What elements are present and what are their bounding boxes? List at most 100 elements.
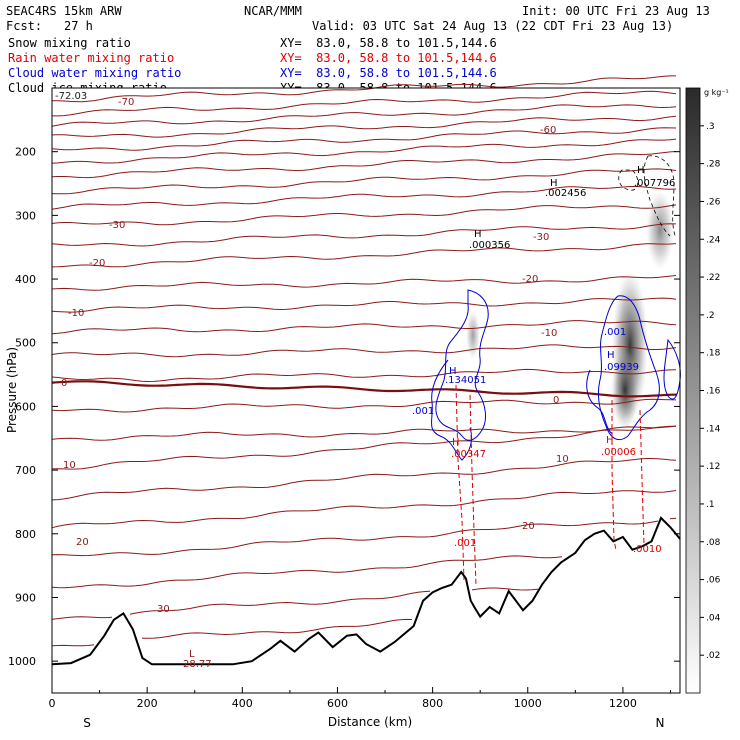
temperature-contour (51, 204, 677, 226)
y-tick-label: 500 (15, 337, 36, 350)
cloud-water-max-value: .09939 (604, 362, 639, 373)
snow-max-marker: H (550, 178, 558, 189)
colorbar-ramp (685, 87, 701, 694)
shading-blob (646, 190, 674, 270)
colorbar-tick-label: .04 (706, 613, 721, 623)
field-name-rain: Rain water mixing ratio (8, 51, 175, 65)
valid-time: Valid: 03 UTC Sat 24 Aug 13 (22 CDT Fri … (312, 19, 674, 33)
x-tick-label: 400 (232, 697, 253, 710)
rain-water-contour (469, 394, 477, 586)
colorbar-tick-label: .16 (706, 387, 721, 397)
temperature-contour (51, 243, 677, 268)
temperature-contour (51, 151, 677, 179)
snow-contour (643, 155, 677, 239)
terrain-profile (51, 516, 681, 666)
field-xy-cloud-water: XY= 83.0, 58.8 to 101.5,144.6 (280, 66, 497, 80)
colorbar-tick-label: .28 (706, 160, 721, 170)
temperature-contour (51, 458, 677, 501)
colorbar-tick-label: .18 (706, 349, 721, 359)
field-name-snow: Snow mixing ratio (8, 36, 131, 50)
snow-contour (618, 169, 639, 191)
temperature-contour (51, 555, 563, 589)
cloud-water-contour (597, 295, 660, 441)
x-axis-ticks: 0 200 400 600 800 1000 1200 (49, 687, 671, 710)
colorbar-tick-label: .2 (706, 311, 715, 321)
temp-label: 20 (522, 521, 535, 532)
y-tick-label: 900 (15, 591, 36, 604)
colorbar-tick-label: .1 (706, 500, 715, 510)
temp-label: -10 (541, 328, 557, 339)
cloud-water-label: .001 (604, 327, 626, 338)
temp-label: -30 (533, 232, 549, 243)
temperature-contour (52, 90, 677, 117)
x-tick-label: 800 (422, 697, 443, 710)
org-label: NCAR/MMM (244, 4, 302, 18)
temperature-contour (51, 618, 413, 647)
temperature-contour (51, 185, 677, 210)
cloud-water-contours (431, 289, 681, 461)
ice-max-marker: H (474, 229, 482, 240)
temperature-contour (51, 104, 677, 127)
x-axis-start-label: S (83, 716, 91, 730)
temp-label: 20 (76, 537, 89, 548)
colorbar-tick-label: .02 (706, 651, 720, 661)
rain-max-value: .00006 (601, 447, 636, 458)
colorbar-tick-label: .24 (706, 235, 721, 245)
temperature-contour (51, 275, 677, 291)
temperature-contour (51, 517, 677, 557)
temp-label: 0 (61, 378, 67, 389)
temperature-contour (52, 75, 676, 103)
axes (51, 87, 681, 694)
field-xy-rain: XY= 83.0, 58.8 to 101.5,144.6 (280, 51, 497, 65)
rain-water-contour (455, 384, 465, 581)
y-tick-label: 600 (15, 400, 36, 413)
temp-label: -70 (118, 97, 134, 108)
temperature-contour (51, 398, 677, 413)
terrain-line (51, 516, 681, 666)
forecast-label: Fcst: (6, 19, 43, 33)
rain-label: .001 (454, 538, 476, 549)
colorbar-tick-label: .14 (706, 424, 721, 434)
rain-water-contours (455, 384, 645, 586)
temperature-contour (51, 127, 677, 151)
rain-max-value: .00347 (451, 449, 486, 460)
y-axis-label: Pressure (hPa) (5, 347, 19, 433)
temperature-contour (51, 115, 677, 138)
cloud-water-contour (586, 369, 613, 435)
temp-min-marker: L (189, 649, 195, 660)
cloud-water-contour (663, 338, 681, 400)
temp-label: -20 (522, 274, 538, 285)
field-name-cloud-water: Cloud water mixing ratio (8, 66, 182, 80)
snow-contours (618, 155, 677, 239)
cloud-water-label: .001 (412, 406, 434, 417)
cloud-water-contour (431, 359, 473, 461)
colorbar-tick-label: .3 (706, 122, 715, 132)
temperature-contour (51, 297, 677, 313)
x-tick-label: 200 (137, 697, 158, 710)
temp-label: 0 (553, 395, 559, 406)
x-tick-label: 0 (49, 697, 56, 710)
temp-label: -30 (109, 220, 125, 231)
x-tick-label: 1200 (609, 697, 637, 710)
y-tick-label: 800 (15, 528, 36, 541)
rain-water-contour (639, 409, 645, 546)
snow-max-marker: H (637, 165, 645, 176)
temperature-contour (51, 490, 677, 529)
y-tick-label: 700 (15, 464, 36, 477)
temperature-contour (51, 368, 677, 383)
temperature-contour (51, 320, 677, 335)
colorbar-unit: g kg⁻¹ (704, 88, 729, 97)
temperature-contours (51, 75, 677, 647)
temperature-contour (51, 425, 677, 470)
y-tick-label: 1000 (8, 655, 36, 668)
model-title: SEAC4RS 15km ARW (6, 4, 122, 18)
init-time: Init: 00 UTC Fri 23 Aug 13 (522, 4, 710, 18)
x-axis-end-label: N (656, 716, 665, 730)
forecast-hours: 27 h (64, 19, 93, 33)
rain-water-contour (611, 400, 617, 551)
shading-blob (466, 310, 480, 360)
colorbar-tick-label: .12 (706, 462, 720, 472)
plot-border (51, 87, 681, 694)
